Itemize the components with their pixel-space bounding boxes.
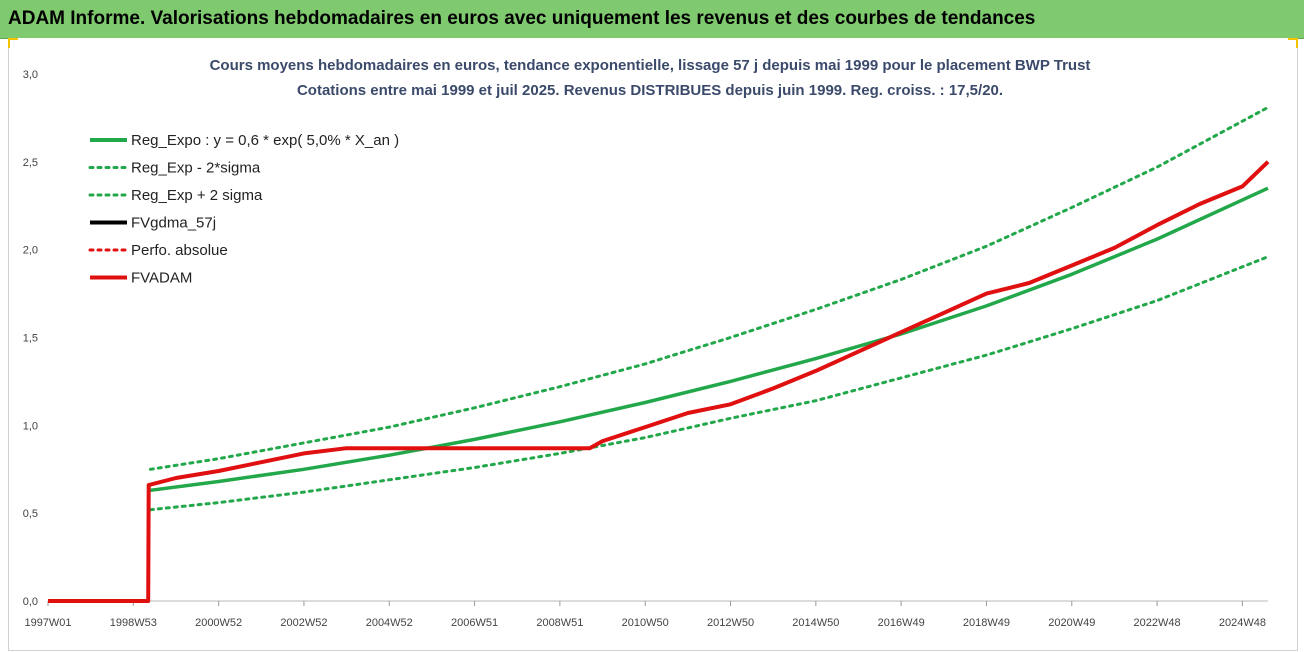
x-tick-label: 2022W48 bbox=[1134, 617, 1181, 629]
x-tick-label: 2000W52 bbox=[195, 617, 242, 629]
chart-subtitle: Cotations entre mai 1999 et juil 2025. R… bbox=[297, 82, 1003, 99]
y-tick-label: 2,0 bbox=[23, 245, 38, 257]
report-header: ADAM Informe. Valorisations hebdomadaire… bbox=[0, 0, 1304, 39]
x-tick-label: 2010W50 bbox=[622, 617, 669, 629]
legend: Reg_Expo : y = 0,6 * exp( 5,0% * X_an ) R… bbox=[88, 132, 399, 287]
x-tick-label: 2006W51 bbox=[451, 617, 498, 629]
y-tick-label: 0,5 bbox=[23, 508, 38, 520]
x-tick-label: 2012W50 bbox=[707, 617, 754, 629]
chart-area bbox=[8, 38, 1298, 651]
x-tick-label: 2014W50 bbox=[792, 617, 839, 629]
legend-label: Reg_Exp - 2*sigma bbox=[131, 160, 261, 177]
y-tick-label: 2,5 bbox=[23, 157, 38, 169]
x-tick-label: 1997W01 bbox=[24, 617, 71, 629]
series-group bbox=[48, 105, 1270, 603]
series-line-reg-exp-2-sigma bbox=[148, 105, 1270, 471]
legend-label: Reg_Expo : y = 0,6 * exp( 5,0% * X_an ) bbox=[131, 132, 399, 149]
y-tick-label: 1,5 bbox=[23, 333, 38, 345]
x-tick-label: 2016W49 bbox=[878, 617, 925, 629]
legend-label: FVgdma_57j bbox=[131, 215, 216, 232]
x-tick-label: 2002W52 bbox=[280, 617, 327, 629]
y-tick-label: 0,0 bbox=[23, 596, 38, 608]
legend-label: Reg_Exp + 2 sigma bbox=[131, 187, 263, 204]
x-tick-label: 2024W48 bbox=[1219, 617, 1266, 629]
frame-corner-right bbox=[1288, 38, 1298, 48]
series-line-fvadam bbox=[48, 160, 1270, 603]
x-tick-label: 2018W49 bbox=[963, 617, 1010, 629]
frame-corner-left bbox=[8, 38, 18, 48]
report-title: ADAM Informe. Valorisations hebdomadaire… bbox=[8, 8, 1036, 29]
legend-label: FVADAM bbox=[131, 270, 192, 287]
x-tick-label: 2020W49 bbox=[1048, 617, 1095, 629]
x-tick-label: 2008W51 bbox=[536, 617, 583, 629]
legend-label: Perfo. absolue bbox=[131, 242, 228, 259]
y-tick-label: 1,0 bbox=[23, 420, 38, 432]
chart-title: Cours moyens hebdomadaires en euros, ten… bbox=[210, 57, 1091, 74]
y-tick-label: 3,0 bbox=[23, 69, 38, 81]
y-axis: 0,0 0,5 1,0 1,5 2,0 2,5 3,0 bbox=[23, 69, 38, 608]
series-line-reg-expo-y-0-6-exp-5-0-x-an bbox=[150, 186, 1269, 493]
x-axis: 1997W01 1998W53 2000W52 2002W52 2004W52 2006W… bbox=[24, 601, 1266, 629]
x-tick-label: 2004W52 bbox=[366, 617, 413, 629]
series-line-fvgdma-57j bbox=[48, 161, 1269, 602]
series-line-reg-exp-2-sigma bbox=[148, 255, 1270, 512]
x-tick-label: 1998W53 bbox=[110, 617, 157, 629]
